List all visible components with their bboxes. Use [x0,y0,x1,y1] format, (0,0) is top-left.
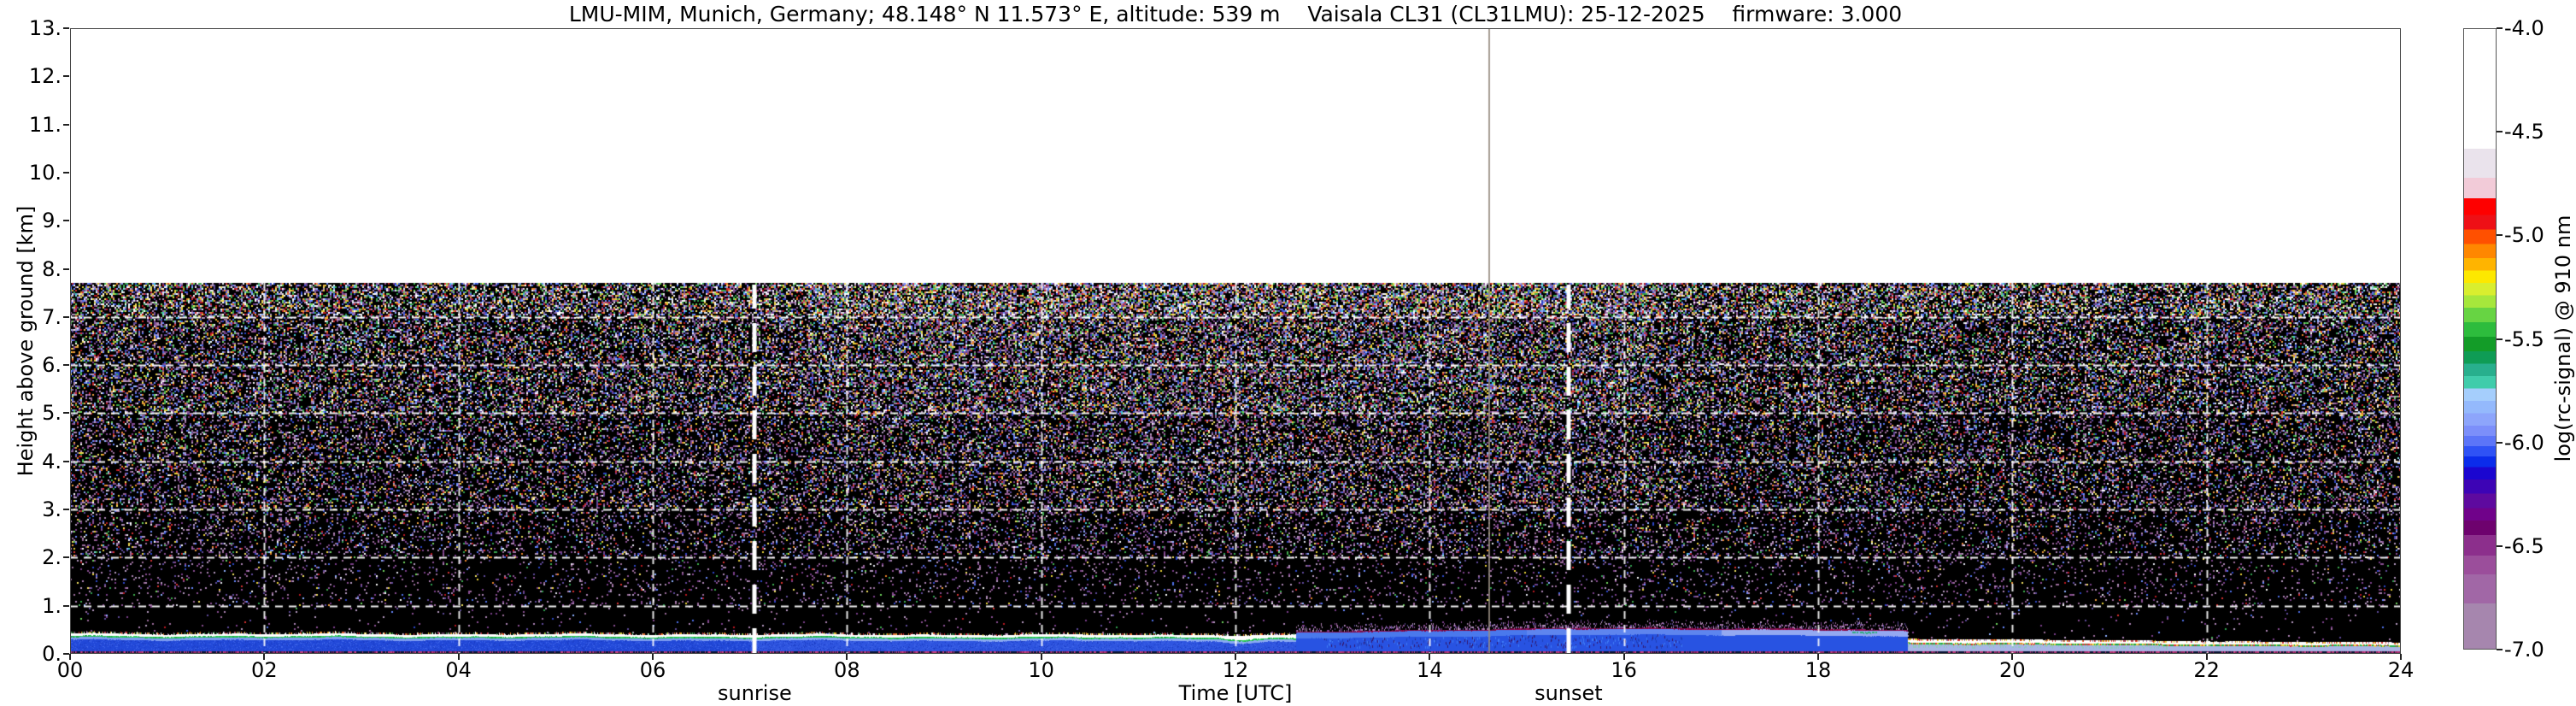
y-tick-mark [63,315,69,318]
colorbar-tick-label: -4.5 [2504,120,2544,144]
x-tick-mark [2400,654,2402,660]
heatmap-canvas [70,28,2401,654]
x-tick-mark [652,654,654,660]
colorbar [2463,28,2497,650]
colorbar-tick-mark [2497,544,2503,547]
colorbar-tick-mark [2497,441,2503,444]
y-axis-label: Height above ground [km] [14,205,38,477]
y-tick-mark [63,220,69,222]
x-tick-mark [2011,654,2014,660]
y-tick-label: 0. [42,642,62,666]
colorbar-tick-label: -5.0 [2504,223,2544,248]
x-tick-mark [1429,654,1431,660]
x-tick-label: 14 [1417,658,1443,682]
x-tick-mark [69,654,71,660]
colorbar-tick-label: -4.0 [2504,16,2544,40]
y-tick-mark [63,123,69,126]
y-tick-mark [63,509,69,511]
y-tick-mark [63,604,69,607]
y-tick-mark [63,268,69,270]
x-tick-mark [457,654,460,660]
x-tick-label: 12 [1222,658,1249,682]
x-tick-label: 24 [2387,658,2415,682]
y-tick-mark [63,171,69,174]
y-tick-label: 5. [42,401,62,426]
y-tick-label: 3. [42,497,62,522]
colorbar-gradient [2464,29,2496,649]
y-tick-label: 2. [42,545,62,570]
y-tick-label: 12. [28,64,62,89]
y-tick-label: 1. [42,593,62,618]
y-tick-label: 11. [28,112,62,137]
y-tick-mark [63,75,69,78]
x-tick-label: 06 [639,658,666,682]
y-tick-mark [63,556,69,559]
x-tick-mark [1040,654,1042,660]
x-tick-label: 08 [834,658,860,682]
x-tick-label: 22 [2193,658,2220,682]
colorbar-label: log(rc-signal) @ 910 nm [2551,215,2575,462]
y-tick-mark [63,364,69,367]
y-tick-label: 7. [42,304,62,329]
y-tick-label: 8. [42,256,62,281]
x-tick-mark [1622,654,1625,660]
x-tick-label: 10 [1028,658,1054,682]
x-tick-mark [263,654,266,660]
colorbar-tick-mark [2497,338,2503,340]
figure-title: LMU-MIM, Munich, Germany; 48.148° N 11.5… [568,2,1903,26]
y-tick-mark [63,653,69,655]
x-tick-mark [1817,654,1819,660]
sunset-annotation: sunset [1534,681,1603,705]
y-tick-mark [63,412,69,415]
x-tick-mark [2205,654,2208,660]
x-tick-label: 04 [445,658,472,682]
sunrise-annotation: sunrise [717,681,792,705]
colorbar-tick-mark [2497,131,2503,133]
x-tick-label: 02 [251,658,278,682]
y-tick-label: 4. [42,449,62,474]
colorbar-tick-label: -6.5 [2504,533,2544,558]
x-tick-label: 20 [1999,658,2026,682]
x-tick-mark [846,654,848,660]
y-tick-label: 9. [42,209,62,233]
x-axis-label: Time [UTC] [1178,681,1293,705]
y-tick-mark [63,27,69,29]
y-tick-label: 13. [28,16,62,40]
colorbar-tick-mark [2497,27,2503,29]
colorbar-tick-label: -5.5 [2504,327,2544,351]
colorbar-tick-label: -7.0 [2504,638,2544,662]
colorbar-tick-mark [2497,234,2503,237]
colorbar-tick-label: -6.0 [2504,430,2544,455]
x-tick-label: 18 [1804,658,1832,682]
y-tick-label: 6. [42,353,62,378]
x-tick-label: 16 [1611,658,1637,682]
colorbar-tick-mark [2497,649,2503,650]
y-tick-mark [63,460,69,462]
x-tick-label: 00 [56,658,84,682]
y-tick-label: 10. [28,160,62,185]
x-tick-mark [1235,654,1236,660]
